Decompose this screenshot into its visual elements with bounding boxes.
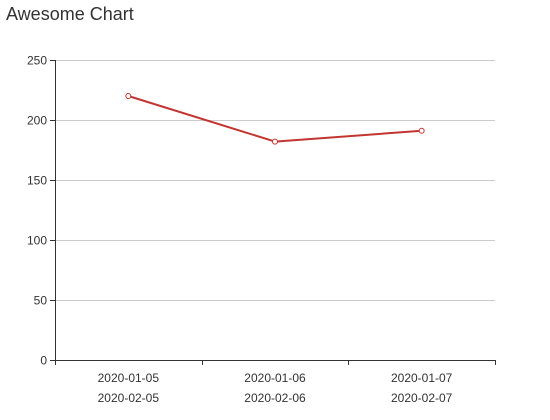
x-tick-label: 2020-01-06 <box>244 371 306 385</box>
data-point <box>125 93 132 99</box>
y-tick-label: 250 <box>27 54 47 68</box>
x-tick-label: 2020-01-05 <box>98 371 160 385</box>
tick-labels: 0 50 100 150 200 250 2020-01-05 2020-02-05 2020-… <box>27 54 453 406</box>
grid-lines <box>55 60 495 301</box>
series-line <box>128 95 422 143</box>
axes <box>50 60 496 365</box>
data-point <box>418 127 425 134</box>
x-tick-label: 2020-02-07 <box>391 391 453 405</box>
x-tick-label: 2020-01-07 <box>391 371 453 385</box>
x-tick-label: 2020-02-06 <box>244 391 306 405</box>
y-tick-label: 100 <box>27 234 47 248</box>
y-tick-label: 200 <box>27 114 47 128</box>
y-tick-label: 50 <box>34 294 48 308</box>
series-layer <box>125 93 425 145</box>
y-tick-label: 0 <box>40 354 47 368</box>
chart-title: Awesome Chart <box>6 4 134 24</box>
data-point <box>272 138 278 145</box>
y-tick-label: 150 <box>27 174 47 188</box>
x-tick-label: 2020-02-05 <box>98 391 160 405</box>
